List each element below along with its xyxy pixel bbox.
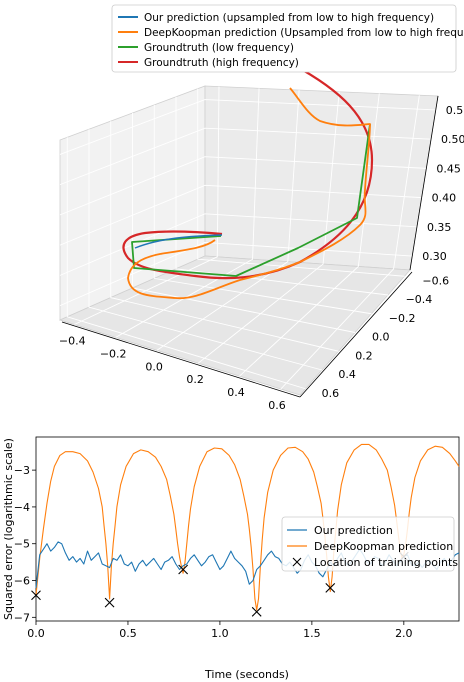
training-point-marker <box>178 564 189 575</box>
x-tick-label: 0.0 <box>145 360 163 373</box>
grid-z-line <box>59 99 436 155</box>
legend-3d-frame <box>111 4 457 73</box>
marker-stroke <box>31 590 41 601</box>
grid-x-line <box>280 95 420 390</box>
y-axis-label: Squared error (logarithmic scale) <box>2 438 15 620</box>
y-axis-line <box>299 271 413 398</box>
x-axis-line <box>61 321 301 398</box>
x-tick-label: 0.0 <box>27 627 45 640</box>
grid-3d <box>59 86 436 390</box>
series-deepkoopman-3d <box>127 87 371 300</box>
z-tick-label: 0.40 <box>432 192 457 205</box>
grid-x-line <box>115 88 260 338</box>
x-tick-label: 0.5 <box>119 627 137 640</box>
y-tick-label: −5 <box>14 538 30 551</box>
y-tick-label: −7 <box>14 611 30 624</box>
x-tick-label: −0.2 <box>100 347 127 360</box>
y-tick-label: 0.2 <box>355 349 373 362</box>
legend-2d-label: Location of training points <box>314 556 458 569</box>
legend-3d: Our prediction (upsampled from low to hi… <box>111 4 464 73</box>
x-tick-label: −0.4 <box>59 335 86 348</box>
grid-y-line <box>175 96 389 296</box>
grid-z-line <box>59 241 413 307</box>
legend-2d: Our prediction DeepKoopman prediction Loca… <box>281 516 458 572</box>
marker-stroke <box>325 582 336 593</box>
y-tick-label: −6 <box>14 575 30 588</box>
series-groundtruth-low <box>131 123 371 277</box>
y-tick-label: −0.2 <box>389 312 416 325</box>
y-tick-label: −0.4 <box>406 293 433 306</box>
grid-x-line <box>197 91 340 364</box>
z-tick-label: 0.35 <box>427 221 452 234</box>
series-groundtruth-high <box>122 63 374 280</box>
y-tick-label: −4 <box>14 501 30 514</box>
legend-2d-frame <box>281 516 455 572</box>
training-point-marker <box>104 597 115 608</box>
grid-z-line <box>59 184 422 246</box>
z-tick-label: 0.30 <box>422 250 447 263</box>
series-deepkoopman <box>35 443 460 611</box>
plot-2d: 0.0 0.5 1.0 1.5 2.0 −7 −6 −5 −4 −3 Time (seconds)… <box>2 436 460 681</box>
ticks-2d: 0.0 0.5 1.0 1.5 2.0 −7 −6 −5 −4 −3 <box>14 464 413 640</box>
legend-3d-label: Groundtruth (high frequency) <box>144 57 299 69</box>
grid-z-line <box>59 127 432 186</box>
x-tick-label: 1.5 <box>303 627 321 640</box>
marker-stroke <box>292 557 302 567</box>
y-tick-label: −3 <box>14 464 30 477</box>
y-tick-label: −0.6 <box>422 274 449 287</box>
x-tick-label: 1.0 <box>211 627 229 640</box>
z-tick-label: 0.55 <box>446 104 464 117</box>
legend-3d-label: Groundtruth (low frequency) <box>144 42 294 54</box>
ticks-3d: −0.4 −0.2 0.0 0.2 0.4 0.6 −0.6 −0.4 −0.2 0.0 0.2 0.… <box>59 104 464 412</box>
y-tick-label: 0.6 <box>322 387 340 400</box>
legend-2d-swatch <box>292 557 302 567</box>
marker-stroke <box>178 564 189 575</box>
grid-z-line <box>59 156 427 216</box>
x-axis-label: Time (seconds) <box>204 668 289 681</box>
training-point-marker <box>251 606 262 617</box>
marker-stroke <box>251 606 262 617</box>
curves-3d <box>122 63 374 300</box>
y-tick-label: 0.0 <box>372 331 390 344</box>
grid-y-line <box>153 104 372 315</box>
legend-3d-label: DeepKoopman prediction (Upsampled from l… <box>144 27 464 39</box>
legend-3d-label: Our prediction (upsampled from low to hi… <box>144 12 434 24</box>
grid-x-line <box>74 86 220 325</box>
grid-y-line <box>110 121 339 352</box>
training-point-marker <box>325 582 336 593</box>
grid-y-line <box>197 88 405 277</box>
plot-3d: −0.4 −0.2 0.0 0.2 0.4 0.6 −0.6 −0.4 −0.2 0.0 0.2 0.… <box>58 4 464 412</box>
x-tick-label: 0.2 <box>186 373 204 386</box>
legend-2d-label: Our prediction <box>314 524 393 537</box>
training-point-marker <box>31 590 41 601</box>
marker-stroke <box>104 597 115 608</box>
y-tick-label: 0.4 <box>338 368 356 381</box>
series-ours-3d <box>134 234 223 249</box>
x-tick-label: 0.6 <box>268 399 286 412</box>
grid-y-line <box>66 137 306 390</box>
z-tick-label: 0.45 <box>436 162 461 175</box>
grid-y-line <box>88 129 323 371</box>
x-tick-label: 2.0 <box>395 627 413 640</box>
legend-2d-label: DeepKoopman prediction <box>314 540 453 553</box>
plot-2d-frame <box>35 436 460 622</box>
x-tick-label: 0.4 <box>227 386 245 399</box>
grid-x-line <box>156 90 300 351</box>
z-tick-label: 0.50 <box>441 133 464 146</box>
z-axis-line <box>409 95 439 271</box>
pane-back <box>204 85 439 271</box>
